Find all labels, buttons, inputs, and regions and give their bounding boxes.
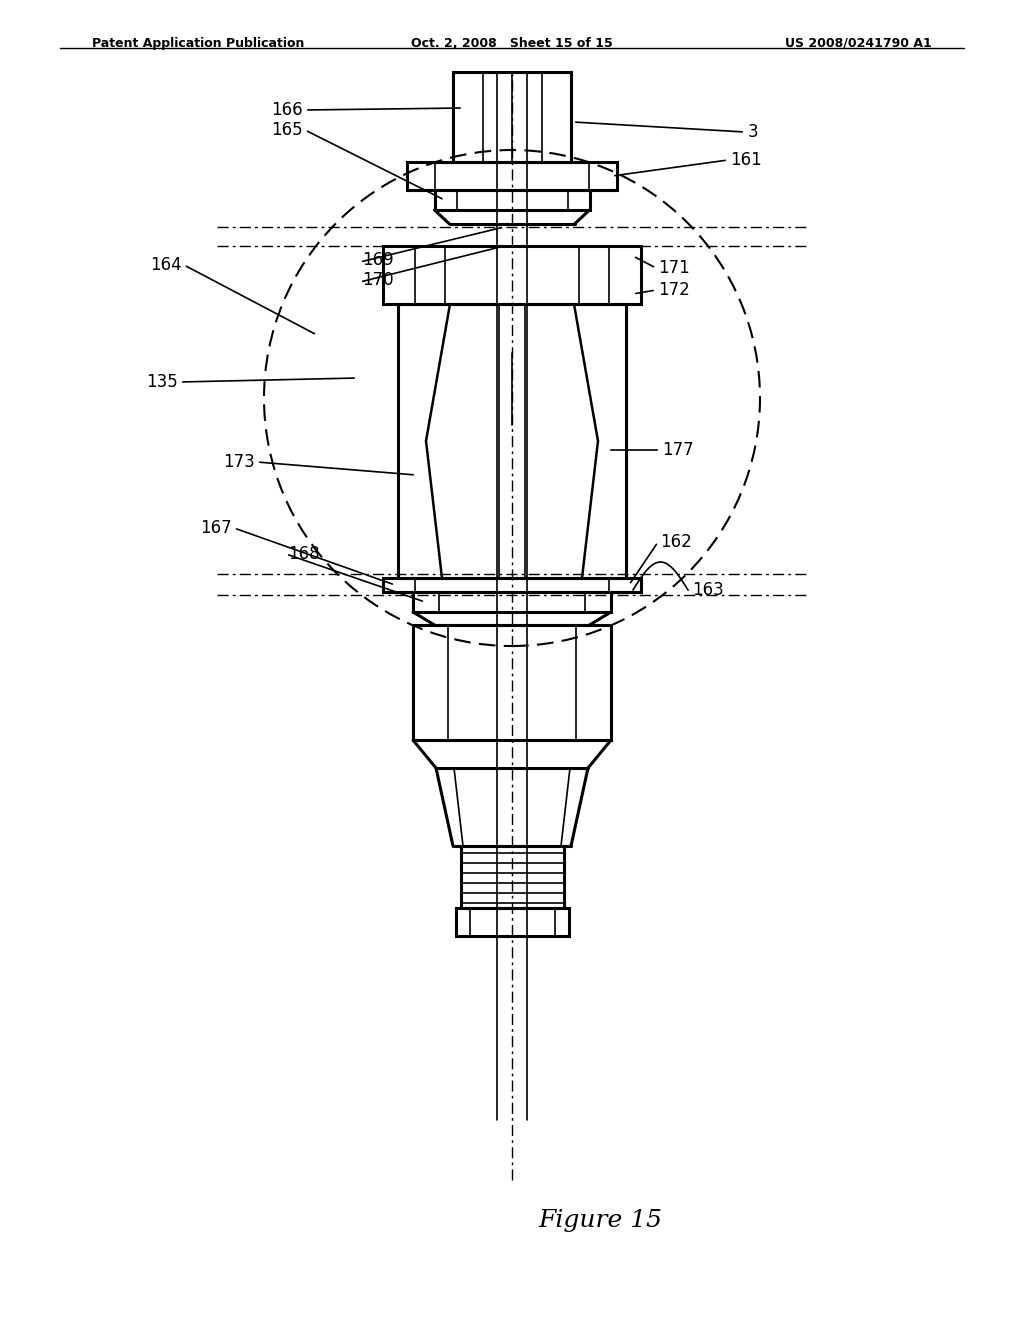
Text: 172: 172 — [658, 281, 690, 300]
Text: 135: 135 — [146, 374, 178, 391]
Bar — [413, 591, 611, 612]
Text: 162: 162 — [660, 533, 692, 550]
Bar — [407, 162, 617, 190]
Bar — [456, 908, 568, 936]
Text: 173: 173 — [223, 453, 255, 471]
Text: Oct. 2, 2008   Sheet 15 of 15: Oct. 2, 2008 Sheet 15 of 15 — [411, 37, 613, 50]
Bar — [461, 846, 563, 908]
Text: 3: 3 — [748, 123, 759, 141]
Text: 169: 169 — [362, 251, 393, 269]
Bar — [434, 190, 590, 210]
Bar — [383, 246, 641, 304]
Text: 168: 168 — [288, 545, 319, 564]
Text: US 2008/0241790 A1: US 2008/0241790 A1 — [785, 37, 932, 50]
Text: 170: 170 — [362, 271, 393, 289]
Bar — [413, 624, 611, 741]
Bar — [398, 304, 626, 578]
Text: 167: 167 — [201, 519, 232, 537]
Text: 163: 163 — [692, 581, 724, 599]
Text: 171: 171 — [658, 259, 690, 277]
Text: 164: 164 — [151, 256, 182, 275]
Text: 161: 161 — [730, 150, 762, 169]
Bar — [383, 578, 641, 591]
Text: 165: 165 — [271, 121, 303, 139]
Text: Patent Application Publication: Patent Application Publication — [92, 37, 304, 50]
Text: 177: 177 — [662, 441, 693, 459]
Text: Figure 15: Figure 15 — [538, 1209, 662, 1232]
Bar — [453, 73, 571, 162]
Text: 166: 166 — [271, 102, 303, 119]
